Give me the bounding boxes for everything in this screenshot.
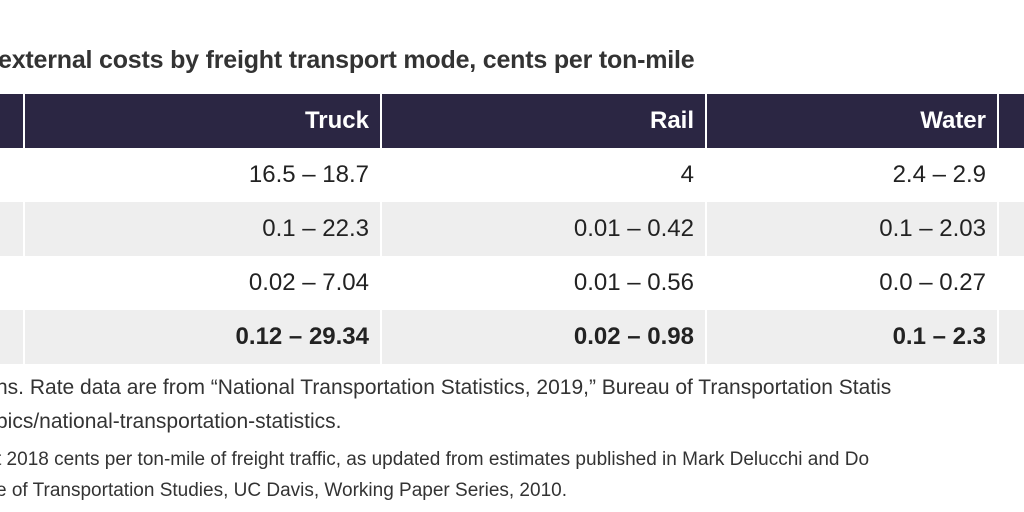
table-cell: [0, 310, 24, 364]
table-cell: [998, 256, 1024, 310]
table-total-row: 0.12 – 29.34 0.02 – 0.98 0.1 – 2.3: [0, 310, 1024, 364]
table-cell: 0.0 – 0.27: [879, 269, 986, 296]
table-cell: 0.1 – 22.3: [262, 215, 369, 242]
header-cell-truck: Truck: [304, 107, 369, 134]
table-cell: 0.12 – 29.34: [235, 323, 369, 350]
table-cell: [998, 148, 1024, 202]
table-cell: 0.01 – 0.42: [573, 215, 694, 242]
column-divider: [23, 148, 25, 202]
table-title: external costs by freight transport mode…: [0, 46, 695, 74]
column-divider: [705, 94, 707, 148]
header-cell-rail: Rail: [649, 107, 694, 134]
header-cell-water: Water: [920, 107, 986, 134]
source-note-line-1: ns. Rate data are from “National Transpo…: [0, 376, 892, 399]
table-cell: [998, 202, 1024, 256]
header-cell-extra: [998, 94, 1024, 148]
column-divider: [380, 256, 382, 310]
column-divider: [380, 310, 382, 364]
source-note-line-2: pics/national-transportation-statistics.: [0, 410, 342, 433]
table-cell: [998, 310, 1024, 364]
column-divider: [23, 94, 25, 148]
table-cell: [0, 202, 24, 256]
table-cell: 0.1 – 2.03: [879, 215, 986, 242]
table-header-row: Truck Rail Water: [0, 94, 1024, 148]
footnote-line-1: t 2018 cents per ton-mile of freight tra…: [0, 449, 870, 470]
column-divider: [997, 202, 999, 256]
column-divider: [380, 202, 382, 256]
table-cell: [0, 256, 24, 310]
header-cell-mode: [0, 94, 24, 148]
column-divider: [380, 94, 382, 148]
column-divider: [997, 256, 999, 310]
column-divider: [705, 256, 707, 310]
footnote-line-2: e of Transportation Studies, UC Davis, W…: [0, 480, 567, 501]
table-cell: 2.4 – 2.9: [892, 161, 986, 188]
column-divider: [380, 148, 382, 202]
column-divider: [705, 310, 707, 364]
column-divider: [23, 202, 25, 256]
freight-cost-table: Truck Rail Water 16.5 – 18.7 4 2.4 – 2.9…: [0, 94, 1024, 364]
table-row: 0.02 – 7.04 0.01 – 0.56 0.0 – 0.27: [0, 256, 1024, 310]
table-cell: 0.01 – 0.56: [573, 269, 694, 296]
column-divider: [997, 310, 999, 364]
table-row: 0.1 – 22.3 0.01 – 0.42 0.1 – 2.03: [0, 202, 1024, 256]
column-divider: [705, 148, 707, 202]
column-divider: [23, 310, 25, 364]
table-cell: 0.02 – 0.98: [573, 323, 694, 350]
column-divider: [23, 256, 25, 310]
table-cell: 0.02 – 7.04: [248, 269, 369, 296]
column-divider: [997, 148, 999, 202]
table-cell: 0.1 – 2.3: [892, 323, 986, 350]
column-divider: [997, 94, 999, 148]
table-row: 16.5 – 18.7 4 2.4 – 2.9: [0, 148, 1024, 202]
column-divider: [705, 202, 707, 256]
table-cell: [0, 148, 24, 202]
table-cell: 4: [680, 161, 694, 188]
table-cell: 16.5 – 18.7: [248, 161, 369, 188]
